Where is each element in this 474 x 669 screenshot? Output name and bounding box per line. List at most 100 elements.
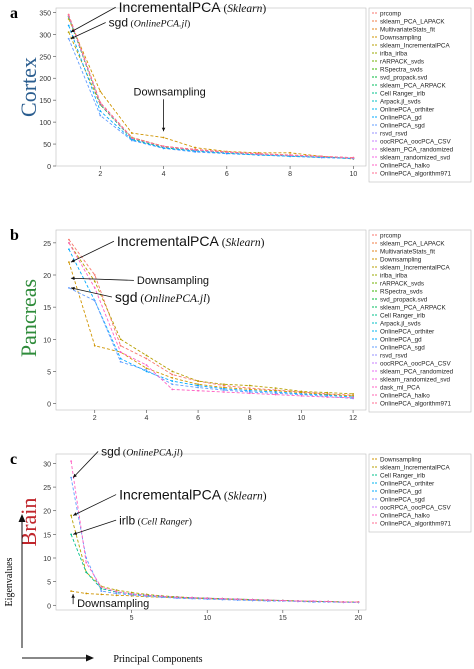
data-point [281, 599, 284, 602]
data-point [145, 364, 148, 366]
annotation-label: sgd (OnlinePCA.jl) [115, 289, 210, 305]
data-point [131, 138, 133, 141]
annotation-source: Cell Ranger [141, 516, 189, 527]
series-line [68, 18, 354, 160]
annotation-main: sgd [109, 16, 128, 30]
annotation-main: sgd [101, 445, 120, 459]
legend-label: RSpectra_svds [380, 67, 423, 74]
data-point [99, 114, 102, 117]
annotation-paren: ( [120, 448, 126, 459]
legend-label: Downsampling [380, 457, 422, 464]
data-point [251, 598, 254, 601]
annotation-main: Downsampling [134, 86, 206, 98]
data-point [326, 391, 329, 394]
y-tick-label: 20 [43, 509, 51, 516]
data-point [85, 592, 88, 595]
annotation-label: IncrementalPCA (Sklearn) [119, 486, 267, 502]
data-point [197, 384, 199, 387]
data-point [68, 241, 70, 244]
annotation-paren: ) [206, 293, 210, 305]
annotation-arrow [70, 22, 106, 40]
x-tick-label: 10 [298, 415, 306, 422]
tissue-label: Cortex [16, 57, 41, 117]
x-tick-label: 6 [196, 415, 200, 422]
legend-label: OnlinePCA_sgd [380, 345, 425, 352]
data-point [300, 391, 303, 394]
data-point [93, 344, 96, 347]
data-point [352, 393, 354, 395]
x-tick-label: 10 [349, 171, 357, 178]
annotation-source: OnlinePCA.jl [144, 293, 206, 305]
legend-label: oocRPCA_oocPCA_CSV [380, 505, 451, 512]
data-point [248, 387, 251, 390]
data-point [197, 386, 199, 389]
legend-label: dask_ml_PCA [380, 385, 421, 392]
annotation-paren: ) [189, 516, 192, 527]
tissue-label: Pancreas [16, 279, 41, 357]
annotation-paren: ( [219, 237, 226, 249]
data-point [326, 396, 329, 399]
data-point [171, 376, 174, 379]
data-point [85, 571, 88, 574]
legend-label: irlba_irlba [380, 273, 408, 280]
data-point [176, 596, 178, 599]
data-point [131, 137, 133, 139]
data-point [119, 357, 122, 360]
data-point [99, 90, 102, 93]
x-axis-caption: Principal Components [113, 654, 202, 665]
data-point [67, 14, 70, 16]
annotation-arrowhead [70, 259, 75, 263]
legend-label: Arpack.jl_svds [380, 321, 421, 328]
data-point [145, 594, 148, 597]
data-point [300, 393, 303, 396]
legend-label: oocRPCA_oocPCA_CSV [380, 139, 451, 146]
legend-box [368, 229, 472, 413]
y-tick-label: 25 [43, 485, 51, 492]
y-tick-label: 15 [43, 532, 51, 539]
legend-label: OnlinePCA_algorithm971 [380, 401, 452, 408]
annotation-label: IncrementalPCA (Sklearn) [117, 233, 265, 249]
data-point [223, 391, 225, 393]
legend-label: rsvd_rsvd [380, 131, 408, 138]
data-point [221, 597, 224, 600]
legend-label: svd_propack.svd [380, 75, 428, 82]
data-point [145, 354, 148, 357]
annotation-arrowhead [73, 512, 78, 516]
annotation-label: sgd (OnlinePCA.jl) [109, 16, 191, 30]
legend-label: rsvd_rsvd [380, 353, 408, 360]
legend-label: OnlinePCA_gd [380, 115, 422, 122]
x-tick-label: 20 [355, 615, 363, 622]
annotation-main: IncrementalPCA [119, 486, 222, 502]
data-point [162, 136, 165, 139]
annotation-paren: ( [221, 3, 228, 15]
legend-label: OnlinePCA_orthiter [380, 481, 434, 488]
legend-label: Arpack.jl_svds [380, 99, 421, 106]
annotation-label: Downsampling [77, 598, 149, 610]
data-point [223, 387, 225, 390]
data-point [119, 344, 122, 347]
y-tick-label: 300 [39, 32, 51, 39]
annotation-paren: ) [262, 3, 266, 15]
data-point [289, 154, 291, 156]
annotation-arrow [72, 451, 99, 478]
data-point [160, 595, 163, 598]
y-tick-label: 250 [39, 54, 51, 61]
data-point [115, 590, 118, 593]
data-point [70, 514, 73, 517]
data-point [171, 373, 174, 376]
data-point [119, 351, 122, 354]
data-point [357, 601, 360, 603]
data-point [171, 388, 174, 391]
data-point [197, 389, 199, 392]
data-point [300, 390, 303, 393]
data-point [236, 598, 239, 601]
annotation-paren: ) [179, 448, 182, 459]
panel-a: a Cortex 0 50 100 150 200 250 300 350 2 4 6 8 10 Increm… [10, 0, 472, 183]
annotation-main: IncrementalPCA [119, 0, 222, 15]
annotation-paren: ) [187, 19, 190, 30]
series-line [68, 249, 354, 398]
annotation-paren: ) [263, 490, 267, 502]
legend-label: oocRPCA_oocPCA_CSV [380, 361, 451, 368]
y-tick-label: 30 [43, 461, 51, 468]
